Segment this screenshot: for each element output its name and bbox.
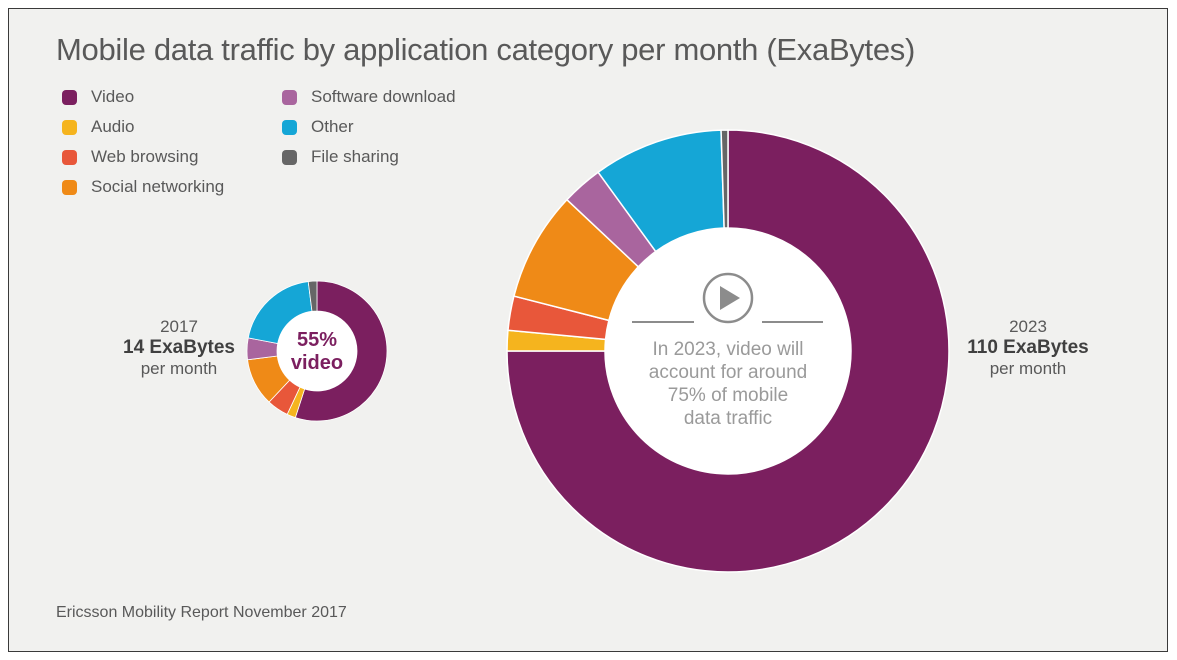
legend-label-other: Other	[311, 117, 354, 136]
label-2017-year: 2017	[160, 317, 198, 336]
legend-item-audio: Audio	[62, 117, 134, 137]
legend-label-web-browsing: Web browsing	[91, 147, 199, 166]
center-text-2017-line-2: video	[291, 352, 343, 374]
legend-swatch-social-networking	[62, 179, 77, 195]
legend-item-social-networking: Social networking	[62, 177, 224, 197]
legend-item-other: Other	[282, 117, 354, 137]
label-2023-year: 2023	[1009, 317, 1047, 336]
label-2017: 2017 14 ExaBytes per month	[94, 316, 264, 379]
legend-swatch-other	[282, 119, 297, 135]
legend-label-video: Video	[91, 87, 135, 106]
source-note: Ericsson Mobility Report November 2017	[56, 604, 347, 621]
label-2017-unit: per month	[140, 359, 218, 378]
label-2023-unit: per month	[989, 359, 1067, 378]
donut-hole-2017	[277, 311, 357, 391]
legend-swatch-software-download	[282, 89, 297, 105]
legend-label-social-networking: Social networking	[91, 177, 225, 196]
center-text-2023-line-4: data traffic	[684, 408, 772, 429]
legend-label-audio: Audio	[91, 117, 135, 136]
legend-label-software-download: Software download	[311, 87, 456, 106]
legend-item-video: Video	[62, 87, 134, 107]
label-2023-total: 110 ExaBytes	[967, 337, 1089, 358]
play-icon	[720, 286, 740, 310]
donut-hole-2023	[605, 228, 851, 474]
label-2017-total: 14 ExaBytes	[123, 337, 235, 358]
center-text-2023-line-1: In 2023, video will	[652, 339, 803, 360]
legend-swatch-audio	[62, 119, 77, 135]
legend-item-software-download: Software download	[282, 87, 456, 107]
legend-label-file-sharing: File sharing	[311, 147, 399, 166]
label-2023: 2023 110 ExaBytes per month	[943, 316, 1113, 379]
chart-title: Mobile data traffic by application categ…	[56, 32, 916, 67]
legend-swatch-web-browsing	[62, 149, 77, 165]
center-text-2017-line-1: 55%	[297, 329, 337, 351]
legend-item-file-sharing: File sharing	[282, 147, 399, 167]
legend-swatch-file-sharing	[282, 149, 297, 165]
legend-item-web-browsing: Web browsing	[62, 147, 198, 167]
center-text-2023-line-3: 75% of mobile	[668, 385, 788, 406]
play-icon-ring	[702, 272, 754, 324]
center-text-2023-line-2: account for around	[649, 362, 807, 383]
legend-swatch-video	[62, 89, 77, 105]
